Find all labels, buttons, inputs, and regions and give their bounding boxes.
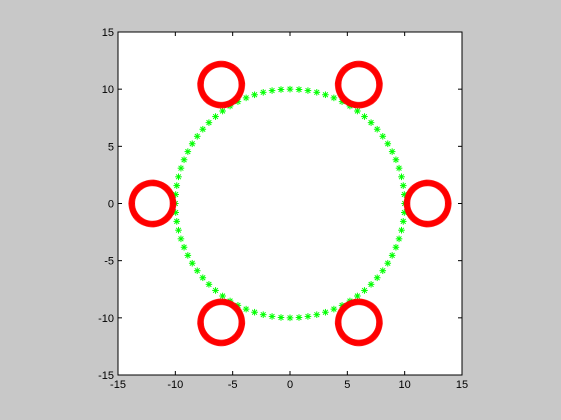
- green-circle-point: [313, 89, 320, 96]
- green-circle-point: [206, 281, 213, 288]
- green-circle-point: [313, 311, 320, 318]
- x-tick-label: 5: [344, 379, 350, 391]
- green-circle-point: [206, 119, 213, 126]
- green-circle-point: [398, 174, 405, 181]
- green-circle-point: [181, 244, 188, 251]
- green-circle-point: [354, 293, 361, 300]
- green-circle-point: [368, 281, 375, 288]
- green-circle-point: [260, 311, 267, 318]
- green-circle-point: [269, 87, 276, 94]
- green-circle-point: [287, 315, 294, 322]
- x-tick-label: -5: [228, 379, 238, 391]
- green-circle-point: [194, 267, 201, 274]
- axes-background: [118, 32, 462, 375]
- green-circle-point: [212, 287, 219, 294]
- green-circle-point: [251, 91, 258, 98]
- green-circle-point: [322, 309, 329, 316]
- green-circle-point: [379, 133, 386, 140]
- green-circle-point: [251, 309, 258, 316]
- green-circle-point: [178, 165, 185, 172]
- green-circle-point: [243, 95, 250, 102]
- red-ring-point: [376, 82, 383, 89]
- green-circle-point: [200, 126, 207, 133]
- red-ring-point: [239, 320, 246, 327]
- green-circle-point: [175, 227, 182, 234]
- green-circle-point: [269, 313, 276, 320]
- green-circle-point: [219, 108, 226, 115]
- green-circle-point: [354, 108, 361, 115]
- green-circle-point: [393, 244, 400, 251]
- green-circle-point: [396, 236, 403, 243]
- green-circle-point: [287, 86, 294, 93]
- green-circle-point: [173, 218, 180, 225]
- green-circle-point: [331, 306, 338, 313]
- y-tick-label: 0: [108, 199, 114, 211]
- y-tick-label: 10: [102, 84, 114, 96]
- red-ring-point: [170, 201, 177, 208]
- green-circle-point: [398, 227, 405, 234]
- green-circle-point: [219, 293, 226, 300]
- green-circle-point: [384, 260, 391, 267]
- green-circle-point: [278, 314, 285, 321]
- green-circle-point: [278, 86, 285, 93]
- x-tick-label: -10: [167, 379, 183, 391]
- green-circle-point: [361, 113, 368, 120]
- x-tick-label: 10: [399, 379, 411, 391]
- green-circle-point: [396, 165, 403, 172]
- y-tick-label: 15: [102, 27, 114, 39]
- red-ring-point: [376, 320, 383, 327]
- green-circle-point: [194, 133, 201, 140]
- y-tick-label: -15: [98, 370, 114, 382]
- y-tick-label: -5: [104, 256, 114, 268]
- green-circle-point: [181, 156, 188, 163]
- green-circle-point: [185, 148, 192, 155]
- green-circle-point: [185, 252, 192, 259]
- green-circle-point: [400, 182, 407, 189]
- green-circle-point: [389, 148, 396, 155]
- green-circle-point: [243, 306, 250, 313]
- green-circle-point: [305, 87, 312, 94]
- green-circle-point: [361, 287, 368, 294]
- green-circle-point: [368, 119, 375, 126]
- red-ring-point: [445, 201, 452, 208]
- x-tick-label: 0: [287, 379, 293, 391]
- green-circle-point: [379, 267, 386, 274]
- green-circle-point: [212, 113, 219, 120]
- green-circle-point: [175, 174, 182, 181]
- green-circle-point: [374, 274, 381, 281]
- green-circle-point: [331, 95, 338, 102]
- green-circle-point: [173, 182, 180, 189]
- green-circle-point: [189, 260, 196, 267]
- green-circle-point: [200, 274, 207, 281]
- red-ring-point: [239, 82, 246, 89]
- green-circle-point: [400, 218, 407, 225]
- green-circle-point: [389, 252, 396, 259]
- green-circle-point: [322, 91, 329, 98]
- green-circle-point: [393, 156, 400, 163]
- y-tick-label: 5: [108, 141, 114, 153]
- x-tick-label: 15: [456, 379, 468, 391]
- green-circle-point: [374, 126, 381, 133]
- green-circle-point: [296, 86, 303, 93]
- green-circle-point: [260, 89, 267, 96]
- green-circle-point: [305, 313, 312, 320]
- green-circle-point: [189, 140, 196, 147]
- green-circle-point: [384, 140, 391, 147]
- y-tick-label: -10: [98, 313, 114, 325]
- green-circle-point: [296, 314, 303, 321]
- green-circle-point: [178, 236, 185, 243]
